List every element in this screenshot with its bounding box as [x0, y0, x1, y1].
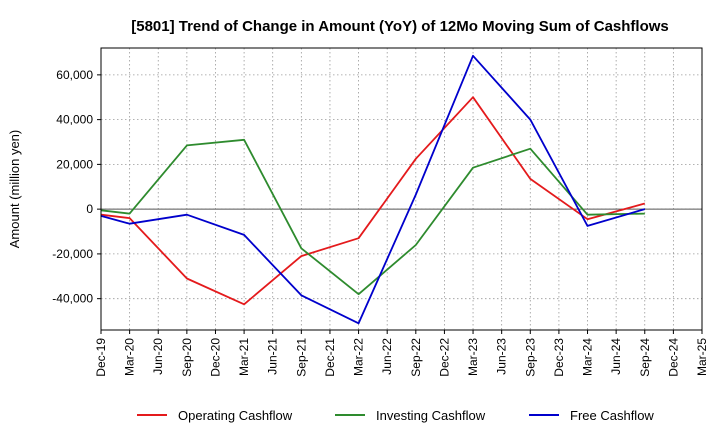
x-tick-label: Dec-24 [666, 338, 680, 377]
x-tick-label: Dec-21 [323, 338, 337, 377]
legend: Operating Cashflow Investing Cashflow Free… [137, 408, 654, 423]
x-tick-label: Sep-23 [523, 338, 537, 377]
x-tick-label: Dec-19 [94, 338, 108, 377]
x-tick-label: Dec-22 [437, 338, 451, 377]
legend-label: Operating Cashflow [178, 408, 293, 423]
legend-label: Investing Cashflow [376, 408, 486, 423]
y-tick-label: 60,000 [56, 68, 93, 82]
x-tick-label: Jun-22 [380, 338, 394, 375]
series-line-free-cashflow [100, 54, 646, 325]
series-line-investing-cashflow [100, 138, 645, 296]
y-tick-label: 0 [86, 202, 93, 216]
y-axis-label: Amount (million yen) [7, 130, 22, 249]
x-tick-label: Mar-25 [695, 338, 709, 376]
y-tick-label: -20,000 [52, 247, 93, 261]
x-tick-label: Dec-20 [208, 338, 222, 377]
series-lines [100, 54, 646, 325]
x-tick-label: Mar-24 [581, 338, 595, 376]
y-tick-label: -40,000 [52, 292, 93, 306]
x-axis-ticks: Dec-19 Mar-20 Jun-20 Sep-20 Dec-20 Mar-21 Jun-… [94, 330, 709, 377]
grid [101, 48, 702, 330]
x-tick-label: Sep-21 [294, 338, 308, 377]
x-tick-label: Mar-22 [352, 338, 366, 376]
series-line-operating-cashflow [100, 96, 646, 306]
y-axis-ticks: -40,000 -20,000 0 20,000 40,000 60,000 [52, 68, 101, 306]
x-tick-label: Jun-20 [151, 338, 165, 375]
x-tick-label: Mar-21 [237, 338, 251, 376]
chart-title: [5801] Trend of Change in Amount (YoY) o… [131, 18, 669, 35]
x-tick-label: Sep-24 [638, 338, 652, 377]
x-tick-label: Jun-23 [495, 338, 509, 375]
legend-label: Free Cashflow [570, 408, 654, 423]
y-tick-label: 20,000 [56, 157, 93, 171]
x-tick-label: Sep-22 [409, 338, 423, 377]
x-tick-label: Jun-24 [609, 338, 623, 375]
x-tick-label: Mar-20 [123, 338, 137, 376]
x-tick-label: Mar-23 [466, 338, 480, 376]
x-tick-label: Dec-23 [552, 338, 566, 377]
x-tick-label: Jun-21 [266, 338, 280, 375]
x-tick-label: Sep-20 [180, 338, 194, 377]
plot-frame [100, 47, 703, 331]
y-tick-label: 40,000 [56, 113, 93, 127]
